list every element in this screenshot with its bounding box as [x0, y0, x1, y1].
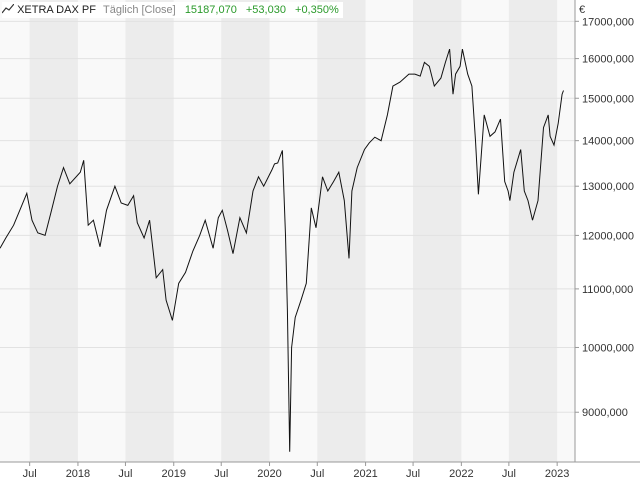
percent-change: +0,350% [295, 4, 339, 16]
y-axis-ticks: 9000,000 10000,000 11000,000 12000,000 13000… [575, 16, 634, 419]
x-tick-label: 2021 [353, 468, 377, 480]
y-tick-label: 12000,000 [582, 230, 634, 242]
x-tick-label: Jul [214, 468, 228, 480]
instrument-symbol: XETRA DAX PF [17, 4, 96, 16]
half-year-band [29, 0, 78, 462]
line-chart-icon [2, 4, 14, 14]
x-tick-label: Jul [406, 468, 420, 480]
y-tick-label: 15000,000 [582, 93, 634, 105]
absolute-change: +53,030 [245, 4, 286, 16]
half-year-band [413, 0, 462, 462]
x-tick-label: Jul [502, 468, 516, 480]
x-tick-label: 2018 [66, 468, 90, 480]
last-value: 15187,070 [184, 4, 237, 16]
currency-symbol: € [579, 4, 586, 16]
x-tick-label: Jul [310, 468, 324, 480]
plot-background [0, 0, 575, 462]
series-line-dax [0, 48, 564, 452]
x-tick-label: Jul [23, 468, 37, 480]
half-year-band [125, 0, 174, 462]
y-tick-label: 11000,000 [582, 284, 633, 296]
data-frequency: Täglich [Close] [102, 4, 176, 16]
y-tick-label: 14000,000 [582, 136, 634, 148]
x-tick-label: 2019 [161, 468, 185, 480]
half-year-band [508, 0, 558, 462]
y-tick-label: 9000,000 [582, 407, 628, 419]
x-tick-label: Jul [118, 468, 132, 480]
y-tick-label: 13000,000 [582, 181, 634, 193]
half-year-band [317, 0, 366, 462]
y-tick-label: 10000,000 [582, 342, 634, 354]
x-tick-label: 2023 [545, 468, 569, 480]
x-tick-label: 2022 [449, 468, 473, 480]
y-tick-label: 16000,000 [582, 54, 634, 66]
y-tick-label: 17000,000 [582, 16, 634, 28]
chart-header: XETRA DAX PF Täglich [Close] 15187,070 +… [2, 2, 343, 18]
x-tick-label: 2020 [257, 468, 281, 480]
x-axis-ticks: Jul 2018 Jul 2019 Jul 2020 Jul 2021 Jul 2022 Jul 20… [23, 462, 569, 480]
period-bands [29, 0, 558, 462]
